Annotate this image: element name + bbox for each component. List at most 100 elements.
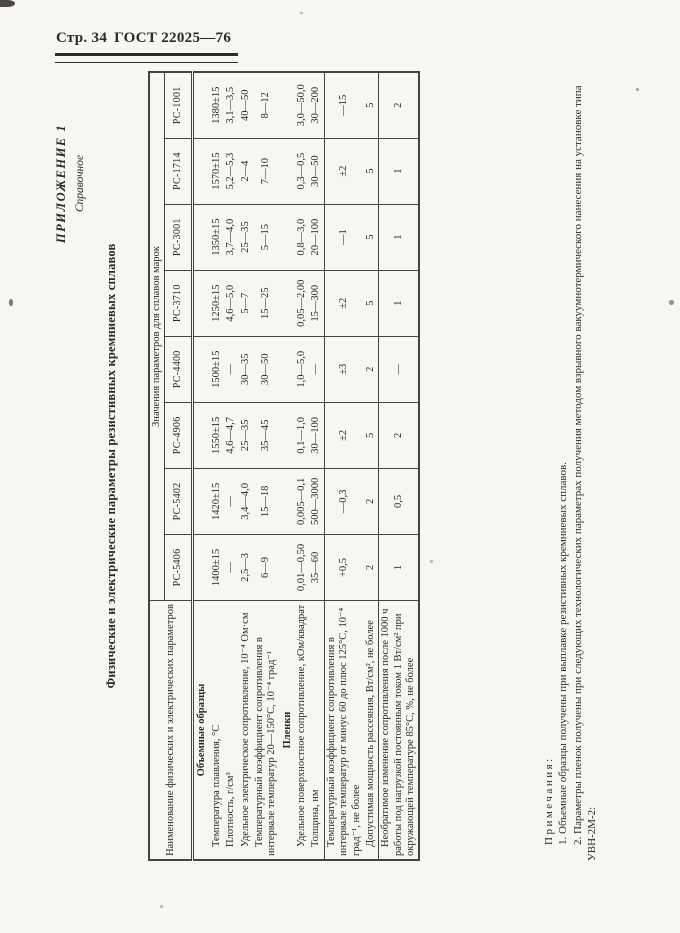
- scan-speck: [636, 88, 639, 91]
- scan-speck: [669, 300, 674, 305]
- row-value: 1400±15: [209, 534, 225, 601]
- scan-speck: [9, 299, 13, 306]
- row-value: 0,3—0,5: [295, 138, 310, 205]
- column-header: РС-1001: [164, 72, 193, 139]
- section-row: Объемные образцы: [192, 72, 210, 860]
- table-row: Допустимая мощность рассеяния, Вт/см², н…: [363, 72, 379, 860]
- row-value: 0,8—3,0: [295, 204, 310, 271]
- parameters-table: Наименование физических и электрических …: [148, 71, 421, 861]
- row-value: 500—3000: [309, 468, 325, 535]
- section-label: Пленки: [279, 600, 295, 860]
- row-label: Плотность, г/см³: [224, 600, 239, 860]
- document-number: ГОСТ 22025—76: [114, 30, 232, 46]
- note-item-1: 1. Объемные образцы получены при выплавк…: [557, 462, 570, 845]
- name-column-header: Наименование физических и электрических …: [149, 600, 193, 860]
- row-value: 35—45: [252, 402, 280, 469]
- appendix-header: ПРИЛОЖЕНИЕ 1 Справочное: [54, 71, 86, 296]
- row-value: 3,7—4,0: [224, 204, 239, 271]
- row-value: —1: [324, 204, 364, 271]
- row-value: 30—200: [309, 72, 325, 139]
- column-header: РС-5402: [164, 468, 193, 535]
- row-value: [192, 534, 210, 601]
- row-value: 1550±15: [209, 402, 225, 469]
- row-value: ±2: [324, 402, 364, 469]
- row-value: 8—12: [252, 72, 280, 139]
- row-value: 0,005—0,1: [295, 468, 310, 535]
- row-value: 1420±15: [209, 468, 225, 535]
- row-value: 2: [363, 468, 379, 535]
- notes-block: Примечания: 1. Объемные образцы получены…: [542, 69, 599, 861]
- row-value: [192, 204, 210, 271]
- table-row: Толщина, нм 35—60 500—3000 30—100—15—300 20—…: [309, 72, 325, 860]
- row-value: 7—10: [252, 138, 280, 205]
- row-label: Температурный коэффициент сопротивления …: [324, 600, 364, 860]
- row-value: 30—50: [309, 138, 325, 205]
- row-value: 30—100: [309, 402, 325, 469]
- row-value: 5: [363, 138, 379, 205]
- row-value: 5—7: [238, 270, 253, 337]
- table-row: Удельное поверхностное сопротивление, кО…: [295, 72, 310, 860]
- row-value: 3,1—3,5: [224, 72, 239, 139]
- row-value: 35—60: [309, 534, 325, 601]
- column-header: РС-4400: [164, 336, 193, 403]
- row-value: —: [224, 534, 239, 601]
- table-row: Необратимое изменение сопротивления посл…: [378, 72, 420, 860]
- row-value: [192, 402, 210, 469]
- row-value: 5,2—5,3: [224, 138, 239, 205]
- row-value: 2: [378, 402, 420, 469]
- table-row: Температурный коэффициент сопротивления …: [252, 72, 280, 860]
- scan-speck: [300, 12, 303, 14]
- page-number-label: Стр. 34: [56, 30, 108, 46]
- row-value: [192, 336, 210, 403]
- row-value: 4,6—5,0: [224, 270, 239, 337]
- row-value: 1: [378, 534, 420, 601]
- row-value: 15—25: [252, 270, 280, 337]
- table-head: Наименование физических и электрических …: [149, 72, 193, 860]
- row-value: 40—50: [238, 72, 253, 139]
- scan-speck: [430, 560, 433, 563]
- row-label: Допустимая мощность рассеяния, Вт/см², н…: [363, 600, 379, 860]
- section-row: Пленки: [279, 72, 295, 860]
- column-header: РС-5406: [164, 534, 193, 601]
- row-value: 1500±15: [209, 336, 225, 403]
- row-value: ±2: [324, 138, 364, 205]
- row-value: 5: [363, 204, 379, 271]
- row-value: 6—9: [252, 534, 280, 601]
- row-value: [279, 270, 295, 337]
- note-item-2: 2. Параметры пленок получены при следующ…: [571, 85, 598, 861]
- notes-heading: Примечания:: [543, 756, 555, 845]
- row-value: [279, 534, 295, 601]
- row-value: 1570±15: [209, 138, 225, 205]
- table-row: Температурный коэффициент сопротивления …: [324, 72, 364, 860]
- row-value: [279, 468, 295, 535]
- row-value: 0,05—2,00: [295, 270, 310, 337]
- row-value: 2: [363, 534, 379, 601]
- row-value: 25—35: [238, 204, 253, 271]
- row-value: 15—18: [252, 468, 280, 535]
- row-value: [279, 336, 295, 403]
- row-value: 2,5—3: [238, 534, 253, 601]
- row-value: [279, 204, 295, 271]
- table-body: Объемные образцы Температура плавления, °…: [192, 72, 420, 860]
- row-value: 5: [363, 270, 379, 337]
- row-value: 25—35: [238, 402, 253, 469]
- row-label: Температура плавления, °С: [209, 600, 225, 860]
- row-value: [279, 72, 295, 139]
- row-value: 5—15: [252, 204, 280, 271]
- row-label: Удельное электрическое сопротивление, 10…: [238, 600, 253, 860]
- row-value: +0,5: [324, 534, 364, 601]
- row-value: 2: [363, 336, 379, 403]
- row-value: [279, 138, 295, 205]
- row-value: 5: [363, 402, 379, 469]
- header-row-1: Наименование физических и электрических …: [149, 72, 193, 860]
- row-label: Температурный коэффициент сопротивления …: [252, 600, 280, 860]
- scan-speck: [160, 905, 163, 908]
- table-title: Физические и электрические параметры рез…: [104, 243, 118, 689]
- table-row: Плотность, г/см³ — —4,6—4,7—4,6—5,0 3,7—4,0…: [224, 72, 239, 860]
- row-value: [192, 468, 210, 535]
- row-value: ±3: [324, 336, 364, 403]
- column-header: РС-3001: [164, 204, 193, 271]
- row-value: —: [224, 336, 239, 403]
- row-value: —: [309, 336, 325, 403]
- row-value: 0,5: [378, 468, 420, 535]
